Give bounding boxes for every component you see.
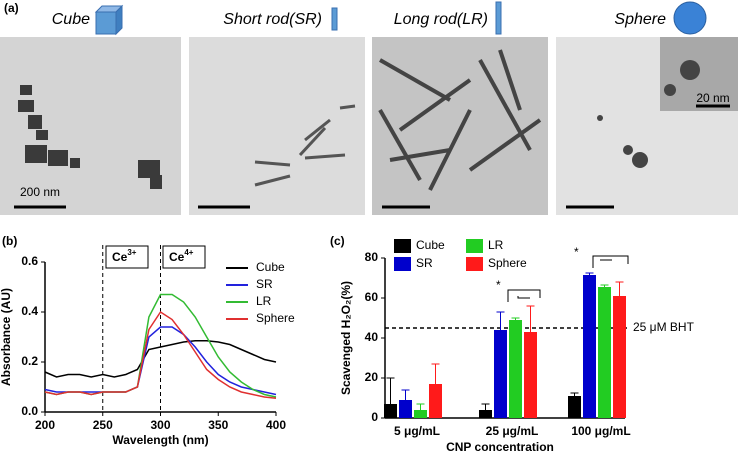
image-title: Short rod(SR) (223, 11, 322, 28)
star: * (496, 278, 501, 292)
y-tick-label: 0.6 (21, 254, 38, 268)
bar (494, 330, 507, 418)
error-bar (496, 311, 505, 330)
bar (414, 410, 427, 418)
bar (568, 396, 581, 418)
y-tick-label: 0 (371, 410, 378, 424)
y-tick-label: 0.2 (21, 354, 38, 368)
x-tick-label: 25 μg/mL (486, 424, 539, 438)
significance (507, 255, 629, 302)
image-title: Sphere (614, 11, 666, 28)
error-bar (431, 363, 440, 384)
image-title: Long rod(LR) (394, 11, 488, 28)
error-bar (600, 284, 609, 287)
y-axis-label: Scavenged H₂O₂(%) (339, 281, 353, 395)
x-tick-label: 350 (208, 418, 228, 432)
x-tick-label: 400 (266, 418, 286, 432)
error-bar (511, 317, 520, 320)
y-axis-label: Absorbance (AU) (0, 288, 13, 386)
bar (613, 296, 626, 418)
x-tick-label: 5 μg/mL (394, 424, 440, 438)
bar (583, 275, 596, 418)
line-series (44, 340, 277, 378)
legend-swatch (394, 257, 411, 271)
tem-images: 200 nm 20 nm (0, 37, 738, 215)
error-bar (401, 389, 410, 400)
panel-label: (b) (2, 234, 17, 248)
error-bar (585, 272, 594, 275)
legend-swatch (466, 239, 483, 253)
error-bar (481, 403, 490, 410)
bar (598, 287, 611, 418)
x-tick-label: 300 (150, 418, 170, 432)
x-tick-label: 100 μg/mL (571, 424, 630, 438)
error-bar (386, 377, 395, 404)
legend-swatch (394, 239, 411, 253)
legend-label: Cube (256, 260, 285, 274)
y-tick-label: 20 (365, 370, 379, 384)
legend-label: Sphere (256, 311, 295, 325)
legend-label: SR (256, 277, 273, 291)
line-series (44, 326, 277, 396)
star: * (574, 245, 579, 259)
bar (479, 410, 492, 418)
bar (429, 384, 442, 418)
y-tick-label: 80 (365, 250, 379, 264)
panel-label: (c) (330, 234, 345, 248)
ce-annotation: Ce3+ Ce4+ (105, 245, 206, 269)
y-tick-label: 0.0 (21, 404, 38, 418)
x-tick-label: 200 (35, 418, 55, 432)
scale-label: 20 nm (696, 91, 729, 105)
shape-icons (94, 1, 707, 36)
error-bar (416, 403, 425, 410)
bar (384, 404, 397, 418)
x-axis-label: Wavelength (nm) (112, 433, 208, 447)
bar (399, 400, 412, 418)
scale-label: 200 nm (20, 185, 60, 199)
annotation: Ce4+ (169, 248, 194, 264)
x-tick-label: 250 (93, 418, 113, 432)
y-tick-label: 0.4 (21, 304, 38, 318)
error-bar (570, 392, 579, 396)
reference-label: 25 μM BHT (633, 320, 695, 334)
panel-label: (a) (4, 1, 19, 15)
bar (509, 320, 522, 418)
legend-label: LR (488, 238, 504, 252)
error-bar (615, 281, 624, 296)
y-tick-label: 60 (365, 290, 379, 304)
legend-label: SR (416, 256, 433, 270)
annotation: Ce3+ (112, 248, 137, 264)
legend-swatch (466, 257, 483, 271)
error-bar (526, 305, 535, 332)
y-tick-label: 40 (365, 330, 379, 344)
legend-label: Sphere (488, 256, 527, 270)
line-series (44, 310, 277, 400)
legend-label: Cube (416, 238, 445, 252)
x-axis-label: CNP concentration (446, 440, 554, 454)
legend-label: LR (256, 294, 272, 308)
bar (524, 332, 537, 418)
image-title: Cube (52, 11, 90, 28)
